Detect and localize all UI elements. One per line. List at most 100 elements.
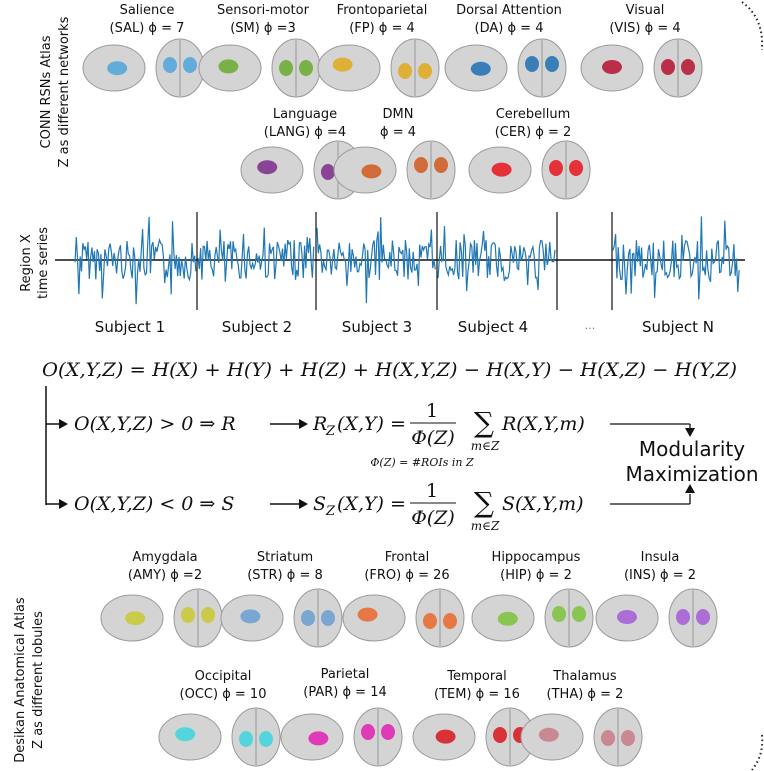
region-top: [525, 56, 539, 72]
region-name: Striatum: [257, 550, 313, 565]
region-top: [321, 610, 335, 626]
region-side: [107, 61, 127, 75]
region-side: [175, 727, 195, 741]
region-side: [257, 160, 277, 174]
sum: ∑: [474, 406, 494, 439]
region-name: Language: [273, 107, 337, 122]
region-side: [240, 609, 260, 623]
arrow-head: [299, 419, 308, 429]
series-label: Region X: [19, 234, 34, 292]
fraction-num: 1: [426, 400, 438, 422]
region-side: [602, 60, 622, 74]
region-name: Hippocampus: [492, 550, 581, 565]
region-top: [434, 157, 448, 173]
region-name: Amygdala: [132, 550, 197, 565]
region-top: [361, 724, 375, 740]
region-top: [572, 606, 586, 622]
region-name: Visual: [626, 3, 665, 18]
region-name: Insula: [641, 550, 680, 565]
region-top: [201, 607, 215, 623]
region-label: (OCC) ϕ = 10: [180, 687, 267, 702]
region-label: (FP) ϕ = 4: [349, 21, 415, 36]
region-name: Cerebellum: [496, 107, 571, 122]
atlas-title: Desikan Anatomical Atlas: [13, 597, 28, 763]
main-equation: O(X,Y,Z) = H(X) + H(Y) + H(Z) + H(X,Y,Z)…: [42, 359, 737, 381]
atlas-subtitle: Z as different lobules: [31, 611, 46, 749]
estimator: (X,Y) =: [337, 493, 406, 515]
region-name: Parietal: [321, 667, 370, 682]
region-top: [299, 60, 313, 76]
sum-sub: m∈Z: [471, 519, 500, 533]
fraction-den: Φ(Z): [411, 507, 455, 529]
region-name: Occipital: [195, 669, 252, 684]
region-top: [552, 606, 566, 622]
region-top: [545, 56, 559, 72]
region-side: [218, 59, 238, 73]
signal: [438, 226, 555, 291]
region-label: (FRO) ϕ = 26: [364, 568, 449, 583]
figure: CONN RSNs AtlasZ as different networks Sa…: [0, 0, 764, 771]
target: Maximization: [625, 462, 758, 486]
region-side: [436, 730, 456, 744]
region-name: DMN: [383, 107, 414, 122]
signal: [613, 216, 739, 299]
fraction-num: 1: [426, 480, 438, 502]
region-top: [181, 607, 195, 623]
region-label: (LANG) ϕ =4: [264, 125, 346, 140]
region-side: [361, 164, 381, 178]
estimator: S: [313, 493, 326, 515]
fraction-den: Φ(Z): [411, 427, 455, 449]
arrow-head: [299, 499, 308, 509]
region-side: [358, 608, 378, 622]
region-name: Temporal: [446, 669, 507, 684]
subject-label: Subject 2: [222, 318, 292, 336]
phi-definition: Φ(Z) = #ROIs in Z: [370, 456, 474, 469]
region-label: (TEM) ϕ = 16: [434, 687, 520, 702]
arrow-head: [59, 499, 68, 509]
region-label: (PAR) ϕ = 14: [303, 685, 386, 700]
region-label: ϕ = 4: [380, 125, 416, 140]
region-side: [498, 612, 518, 626]
series-label: time series: [36, 227, 51, 299]
region-top: [569, 160, 583, 176]
atlas-subtitle: Z as different networks: [57, 16, 72, 167]
region-side: [617, 610, 637, 624]
target: Modularity: [639, 437, 745, 461]
region-side: [333, 58, 353, 72]
region-side: [539, 728, 559, 742]
region-top: [183, 57, 197, 73]
region-label: (THA) ϕ = 2: [547, 687, 624, 702]
region-side: [125, 611, 145, 625]
region-top: [661, 59, 675, 75]
sum-sub: m∈Z: [471, 439, 500, 453]
region-label: (HIP) ϕ = 2: [500, 568, 572, 583]
region-label: (INS) ϕ = 2: [624, 568, 696, 583]
region-top: [259, 731, 273, 747]
region-top: [696, 609, 710, 625]
region-top: [681, 59, 695, 75]
region-top: [321, 164, 335, 180]
term: S(X,Y,m): [502, 493, 584, 515]
atlas-title: CONN RSNs Atlas: [39, 35, 54, 148]
region-label: (VIS) ϕ = 4: [609, 21, 680, 36]
estimator: (X,Y) =: [337, 413, 406, 435]
region-side: [308, 731, 328, 745]
region-label: (SAL) ϕ = 7: [110, 21, 185, 36]
region-top: [163, 57, 177, 73]
region-name: Salience: [120, 3, 175, 18]
region-top: [418, 63, 432, 79]
region-name: Frontal: [385, 550, 429, 565]
region-name: Dorsal Attention: [456, 3, 562, 18]
region-top: [493, 727, 507, 743]
region-name: Sensori-motor: [217, 3, 310, 18]
dotted-border: [742, 2, 762, 50]
estimator-sub: Z: [325, 424, 336, 439]
region-top: [301, 610, 315, 626]
region-top: [549, 160, 563, 176]
condition: O(X,Y,Z) > 0 ⇒ R: [74, 413, 236, 435]
estimator-sub: Z: [325, 504, 336, 519]
subject-label: Subject 3: [342, 318, 412, 336]
region-name: Thalamus: [552, 669, 617, 684]
region-top: [279, 60, 293, 76]
condition: O(X,Y,Z) < 0 ⇒ S: [74, 493, 234, 515]
